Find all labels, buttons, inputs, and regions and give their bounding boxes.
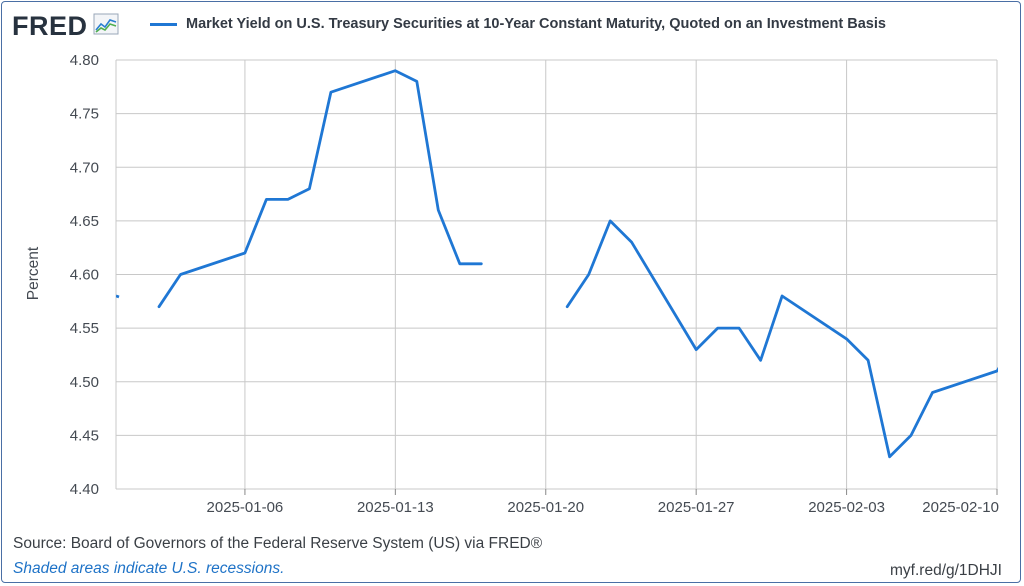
- y-tick-label: 4.50: [70, 374, 99, 391]
- x-tick-label: 2025-02-10: [922, 499, 999, 516]
- legend-series-label: Market Yield on U.S. Treasury Securities…: [186, 16, 886, 32]
- legend-swatch: [150, 22, 177, 26]
- short-url[interactable]: myf.red/g/1DHJI: [890, 562, 1002, 579]
- chart-legend: Market Yield on U.S. Treasury Securities…: [150, 16, 886, 32]
- recession-note: Shaded areas indicate U.S. recessions.: [13, 560, 285, 577]
- y-tick-label: 4.55: [70, 320, 99, 337]
- y-tick-label: 4.65: [70, 213, 99, 230]
- y-axis-title: Percent: [25, 246, 42, 300]
- x-tick-label: 2025-01-20: [507, 499, 584, 516]
- y-tick-label: 4.70: [70, 159, 99, 176]
- fred-header: FRED: [12, 10, 119, 42]
- series-line-segment: [157, 69, 483, 309]
- y-tick-label: 4.40: [70, 481, 99, 498]
- series-line-segment: [565, 219, 998, 459]
- fred-logo[interactable]: FRED: [12, 10, 88, 41]
- x-tick-label: 2025-02-03: [808, 499, 885, 516]
- fred-graph-logo-icon: [93, 13, 119, 40]
- series-line-segment: [116, 294, 120, 299]
- y-tick-label: 4.75: [70, 106, 99, 123]
- x-tick-label: 2025-01-13: [357, 499, 434, 516]
- y-tick-label: 4.80: [70, 52, 99, 69]
- y-tick-label: 4.60: [70, 267, 99, 284]
- x-tick-label: 2025-01-27: [658, 499, 735, 516]
- y-tick-label: 4.45: [70, 427, 99, 444]
- source-note: Source: Board of Governors of the Federa…: [13, 535, 543, 552]
- x-tick-label: 2025-01-06: [207, 499, 284, 516]
